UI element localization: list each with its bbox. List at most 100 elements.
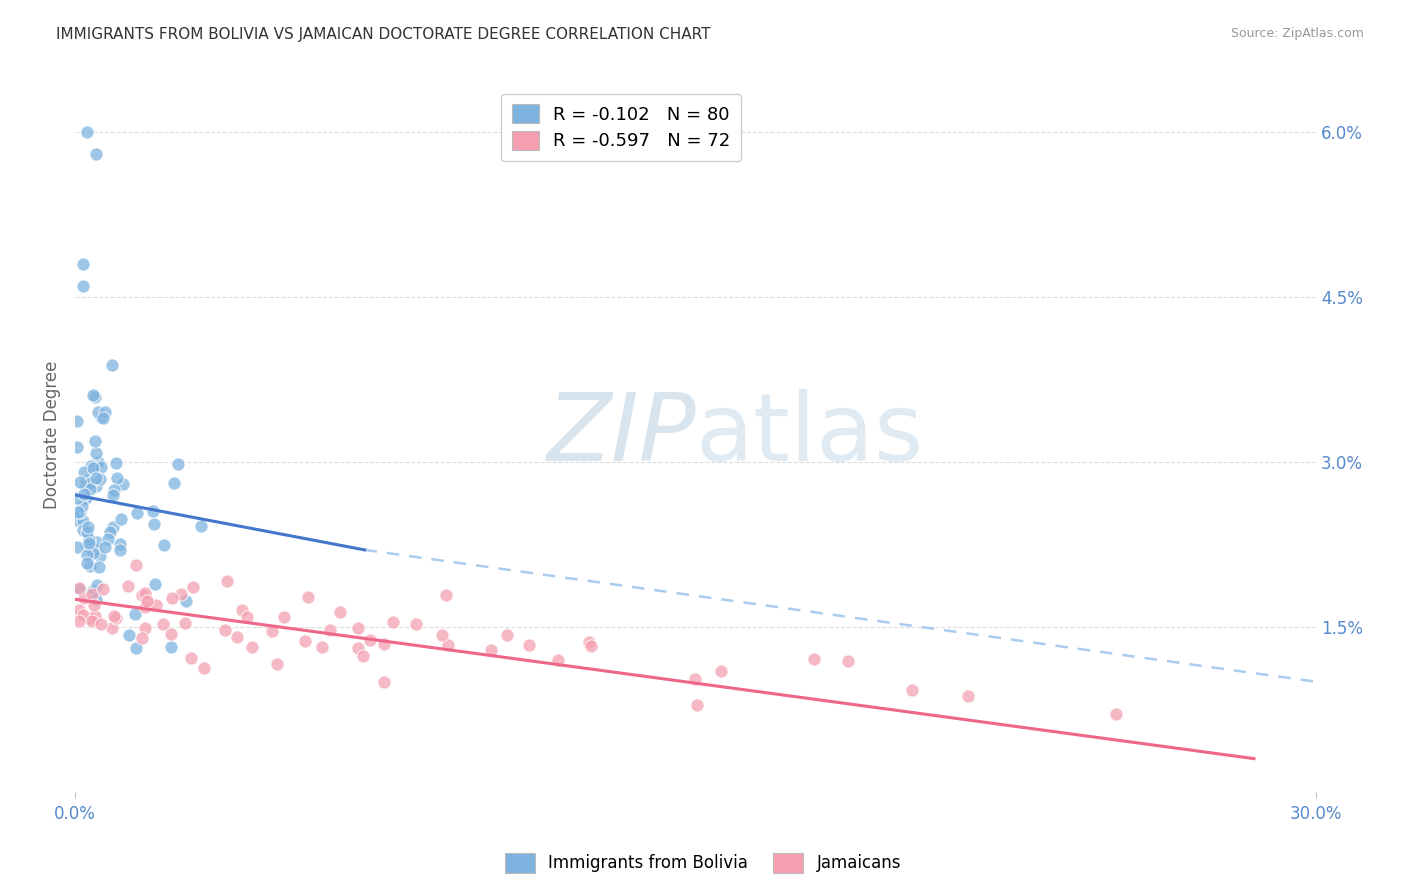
Point bbox=[214, 624, 236, 638]
Point bbox=[84, 147, 107, 161]
Text: ZIP: ZIP bbox=[546, 389, 696, 480]
Point bbox=[170, 587, 193, 601]
Point bbox=[901, 683, 924, 698]
Point bbox=[352, 649, 374, 664]
Point bbox=[66, 441, 89, 455]
Point bbox=[100, 358, 122, 372]
Point bbox=[67, 582, 90, 596]
Point bbox=[519, 638, 541, 652]
Point bbox=[101, 519, 124, 533]
Point bbox=[101, 621, 124, 635]
Point bbox=[89, 549, 111, 563]
Point bbox=[108, 543, 131, 558]
Point bbox=[79, 476, 101, 491]
Point bbox=[142, 503, 165, 517]
Point bbox=[297, 590, 319, 604]
Point bbox=[103, 483, 125, 498]
Point bbox=[347, 621, 370, 635]
Point bbox=[80, 459, 103, 474]
Point bbox=[90, 616, 112, 631]
Point bbox=[108, 537, 131, 551]
Point bbox=[110, 512, 132, 526]
Point bbox=[112, 477, 135, 491]
Point bbox=[373, 674, 395, 689]
Point bbox=[66, 513, 89, 527]
Point bbox=[226, 630, 249, 644]
Point bbox=[125, 558, 148, 573]
Point bbox=[193, 661, 215, 675]
Point bbox=[104, 610, 127, 624]
Point bbox=[70, 499, 93, 513]
Point bbox=[100, 525, 122, 540]
Point bbox=[89, 472, 111, 486]
Point bbox=[152, 537, 174, 551]
Legend: Immigrants from Bolivia, Jamaicans: Immigrants from Bolivia, Jamaicans bbox=[498, 847, 908, 880]
Point bbox=[66, 414, 89, 428]
Point bbox=[84, 470, 107, 484]
Point bbox=[134, 599, 156, 614]
Point bbox=[76, 539, 98, 553]
Point bbox=[318, 623, 340, 637]
Point bbox=[82, 614, 104, 628]
Point bbox=[127, 507, 149, 521]
Point bbox=[97, 532, 120, 546]
Point bbox=[346, 640, 368, 655]
Point bbox=[76, 525, 98, 540]
Point bbox=[578, 635, 600, 649]
Point bbox=[69, 505, 91, 519]
Point bbox=[86, 479, 108, 493]
Point bbox=[359, 632, 381, 647]
Text: Source: ZipAtlas.com: Source: ZipAtlas.com bbox=[1230, 27, 1364, 40]
Point bbox=[89, 560, 111, 574]
Point bbox=[72, 608, 94, 623]
Point bbox=[160, 640, 183, 654]
Point bbox=[79, 532, 101, 546]
Point bbox=[76, 125, 98, 139]
Point bbox=[75, 474, 97, 488]
Point bbox=[72, 279, 94, 293]
Point bbox=[84, 591, 107, 606]
Point bbox=[82, 460, 104, 475]
Point bbox=[136, 593, 159, 607]
Point bbox=[124, 607, 146, 621]
Point bbox=[103, 608, 125, 623]
Y-axis label: Doctorate Degree: Doctorate Degree bbox=[44, 360, 60, 508]
Point bbox=[373, 637, 395, 651]
Point bbox=[79, 610, 101, 624]
Point bbox=[294, 633, 316, 648]
Point bbox=[837, 654, 859, 668]
Point bbox=[131, 632, 153, 646]
Point bbox=[104, 456, 127, 470]
Point bbox=[69, 475, 91, 490]
Point bbox=[131, 589, 153, 603]
Point bbox=[145, 598, 167, 612]
Point bbox=[76, 556, 98, 570]
Point bbox=[167, 457, 190, 471]
Point bbox=[69, 582, 91, 596]
Point bbox=[66, 491, 89, 505]
Point bbox=[82, 545, 104, 559]
Point bbox=[686, 698, 709, 713]
Point bbox=[273, 610, 295, 624]
Point bbox=[152, 617, 174, 632]
Point bbox=[73, 591, 96, 605]
Point bbox=[262, 624, 284, 638]
Point bbox=[143, 516, 166, 531]
Point bbox=[547, 653, 569, 667]
Point bbox=[86, 534, 108, 549]
Point bbox=[84, 434, 107, 448]
Point bbox=[710, 665, 733, 679]
Point bbox=[266, 657, 288, 671]
Point bbox=[73, 487, 96, 501]
Point bbox=[143, 576, 166, 591]
Point bbox=[83, 609, 105, 624]
Point bbox=[174, 616, 197, 631]
Point bbox=[91, 410, 114, 425]
Point bbox=[180, 651, 202, 665]
Point bbox=[101, 488, 124, 502]
Point bbox=[67, 505, 90, 519]
Point bbox=[87, 405, 110, 419]
Point bbox=[163, 475, 186, 490]
Point bbox=[579, 640, 602, 654]
Point bbox=[117, 579, 139, 593]
